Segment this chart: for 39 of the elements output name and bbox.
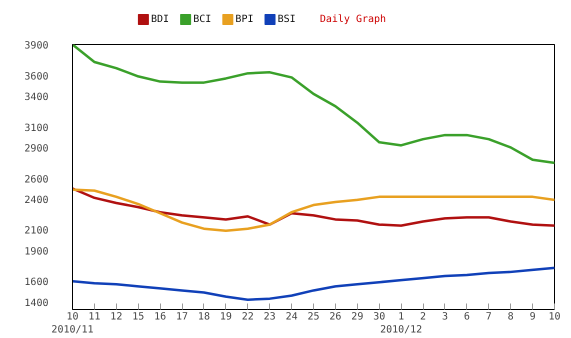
y-tick-label: 3600 bbox=[24, 71, 49, 82]
legend-label: BSI bbox=[278, 14, 296, 25]
y-tick-label: 2600 bbox=[24, 174, 49, 186]
x-tick-label: 9 bbox=[530, 312, 536, 322]
y-tick-label: 2400 bbox=[24, 194, 49, 206]
x-tick-label: 29 bbox=[351, 312, 364, 322]
x-tick-label: 15 bbox=[132, 312, 144, 322]
x-tick-label: 22 bbox=[242, 312, 254, 322]
legend-label: BDI bbox=[151, 14, 170, 25]
x-tick-label: 12 bbox=[110, 312, 122, 322]
chart-title: Daily Graph bbox=[320, 14, 386, 25]
y-tick-label: 1400 bbox=[24, 298, 49, 309]
y-tick-label: 1900 bbox=[24, 246, 49, 258]
x-tick-label: 23 bbox=[264, 312, 276, 322]
x-tick-label: 8 bbox=[508, 312, 514, 322]
x-tick-label: 26 bbox=[329, 312, 342, 322]
y-tick-label: 3100 bbox=[24, 122, 49, 134]
x-tick-label: 24 bbox=[286, 312, 298, 322]
legend-label: BPI bbox=[235, 14, 254, 25]
x-tick-label: 30 bbox=[373, 312, 386, 322]
x-tick-label: 7 bbox=[486, 312, 492, 322]
y-tick-label: 2100 bbox=[24, 226, 49, 237]
y-tick-label: 1600 bbox=[24, 277, 49, 288]
x-tick-label: 16 bbox=[154, 312, 166, 322]
line-series bbox=[72, 44, 554, 164]
x-tick-label: 19 bbox=[220, 312, 232, 322]
x-tick-label: 25 bbox=[307, 312, 320, 322]
y-tick-label: 3400 bbox=[24, 92, 49, 103]
legend-label: BCI bbox=[193, 14, 212, 25]
y-tick-label: 3900 bbox=[24, 40, 49, 52]
x-tick-label: 18 bbox=[198, 312, 210, 322]
x-tick-label: 3 bbox=[442, 312, 448, 322]
x-tick-label: 10 bbox=[548, 312, 561, 322]
x-tick-label: 6 bbox=[464, 312, 470, 322]
x-tick-label: 11 bbox=[88, 312, 100, 322]
x-tick-label: 17 bbox=[176, 312, 188, 322]
y-tick-label: 2900 bbox=[24, 143, 49, 154]
line-series bbox=[72, 266, 554, 301]
x-tick-label: 2 bbox=[420, 312, 426, 322]
